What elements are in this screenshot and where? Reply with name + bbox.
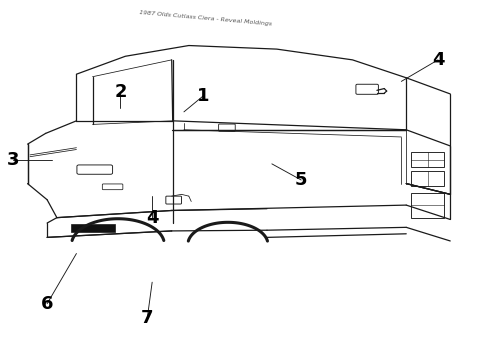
- FancyBboxPatch shape: [102, 184, 123, 190]
- Bar: [71, 224, 115, 232]
- FancyBboxPatch shape: [166, 196, 181, 204]
- FancyBboxPatch shape: [219, 124, 235, 131]
- Text: 5: 5: [295, 171, 307, 189]
- Bar: [411, 152, 444, 167]
- Bar: [411, 171, 444, 186]
- Text: 2: 2: [114, 83, 126, 101]
- Text: 6: 6: [41, 295, 53, 313]
- Text: 4: 4: [432, 51, 444, 69]
- Text: 3: 3: [7, 151, 19, 169]
- Text: 1: 1: [197, 87, 210, 105]
- Bar: [411, 193, 444, 218]
- FancyBboxPatch shape: [77, 165, 113, 174]
- Text: 1987 Olds Cutlass Ciera - Reveal Moldings: 1987 Olds Cutlass Ciera - Reveal Molding…: [139, 10, 272, 26]
- Text: 4: 4: [146, 209, 158, 227]
- FancyBboxPatch shape: [356, 84, 378, 94]
- Text: 7: 7: [141, 309, 153, 327]
